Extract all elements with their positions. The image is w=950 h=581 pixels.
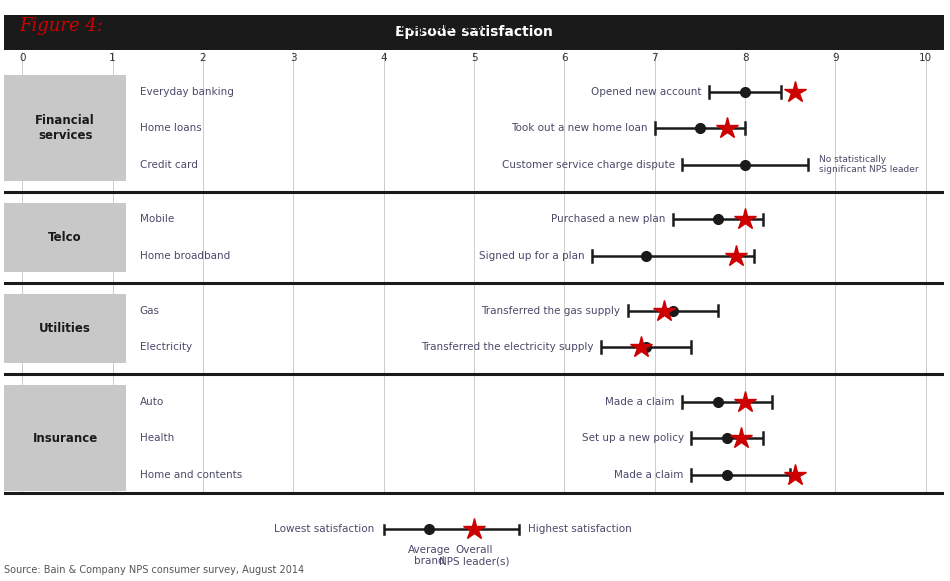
Text: Episode satisfaction: Episode satisfaction [395, 26, 553, 40]
Text: 7: 7 [652, 53, 658, 63]
Text: Utilities: Utilities [39, 322, 91, 335]
Bar [4, 203, 126, 272]
Text: 9: 9 [832, 53, 839, 63]
Text: 4: 4 [380, 53, 387, 63]
Text: 1: 1 [109, 53, 116, 63]
Text: Loyalty leaders outperform on episodes: Loyalty leaders outperform on episodes [147, 17, 483, 35]
Text: Lowest satisfaction: Lowest satisfaction [275, 525, 374, 535]
Text: Auto: Auto [140, 397, 164, 407]
Text: Opened new account: Opened new account [591, 87, 702, 96]
Text: 10: 10 [920, 53, 932, 63]
Text: Home loans: Home loans [140, 123, 201, 133]
Text: Purchased a new plan: Purchased a new plan [551, 214, 666, 224]
Text: Credit card: Credit card [140, 160, 198, 170]
Text: Electricity: Electricity [140, 342, 192, 352]
Bar [4, 15, 944, 50]
Text: No statistically
significant NPS leader: No statistically significant NPS leader [819, 155, 919, 174]
Text: 8: 8 [742, 53, 749, 63]
Text: Financial
services: Financial services [35, 114, 95, 142]
Text: Made a claim: Made a claim [605, 397, 674, 407]
Text: Took out a new home loan: Took out a new home loan [511, 123, 648, 133]
Text: Overall
NPS leader(s): Overall NPS leader(s) [439, 545, 509, 566]
Text: 0: 0 [19, 53, 26, 63]
Text: Home and contents: Home and contents [140, 469, 242, 480]
Text: Everyday banking: Everyday banking [140, 87, 234, 96]
Bar [4, 385, 126, 491]
Text: Highest satisfaction: Highest satisfaction [528, 525, 632, 535]
Text: Mobile: Mobile [140, 214, 174, 224]
Text: 3: 3 [290, 53, 296, 63]
Text: Gas: Gas [140, 306, 160, 315]
Bar [4, 294, 126, 364]
Text: Figure 4:: Figure 4: [19, 17, 103, 35]
Text: Source: Bain & Company NPS consumer survey, August 2014: Source: Bain & Company NPS consumer surv… [4, 565, 304, 575]
Text: Set up a new policy: Set up a new policy [581, 433, 684, 443]
Text: Health: Health [140, 433, 174, 443]
Text: Signed up for a plan: Signed up for a plan [479, 251, 584, 261]
Text: Telco: Telco [48, 231, 82, 244]
Text: 5: 5 [470, 53, 477, 63]
Text: 6: 6 [561, 53, 568, 63]
Text: 2: 2 [200, 53, 206, 63]
Text: Transferred the electricity supply: Transferred the electricity supply [421, 342, 594, 352]
Text: Customer service charge dispute: Customer service charge dispute [502, 160, 674, 170]
Text: Average
brand: Average brand [408, 545, 450, 566]
Text: Home broadband: Home broadband [140, 251, 230, 261]
Text: Insurance: Insurance [32, 432, 98, 444]
Text: Made a claim: Made a claim [615, 469, 684, 480]
Bar [4, 76, 126, 181]
Text: Transferred the gas supply: Transferred the gas supply [482, 306, 620, 315]
